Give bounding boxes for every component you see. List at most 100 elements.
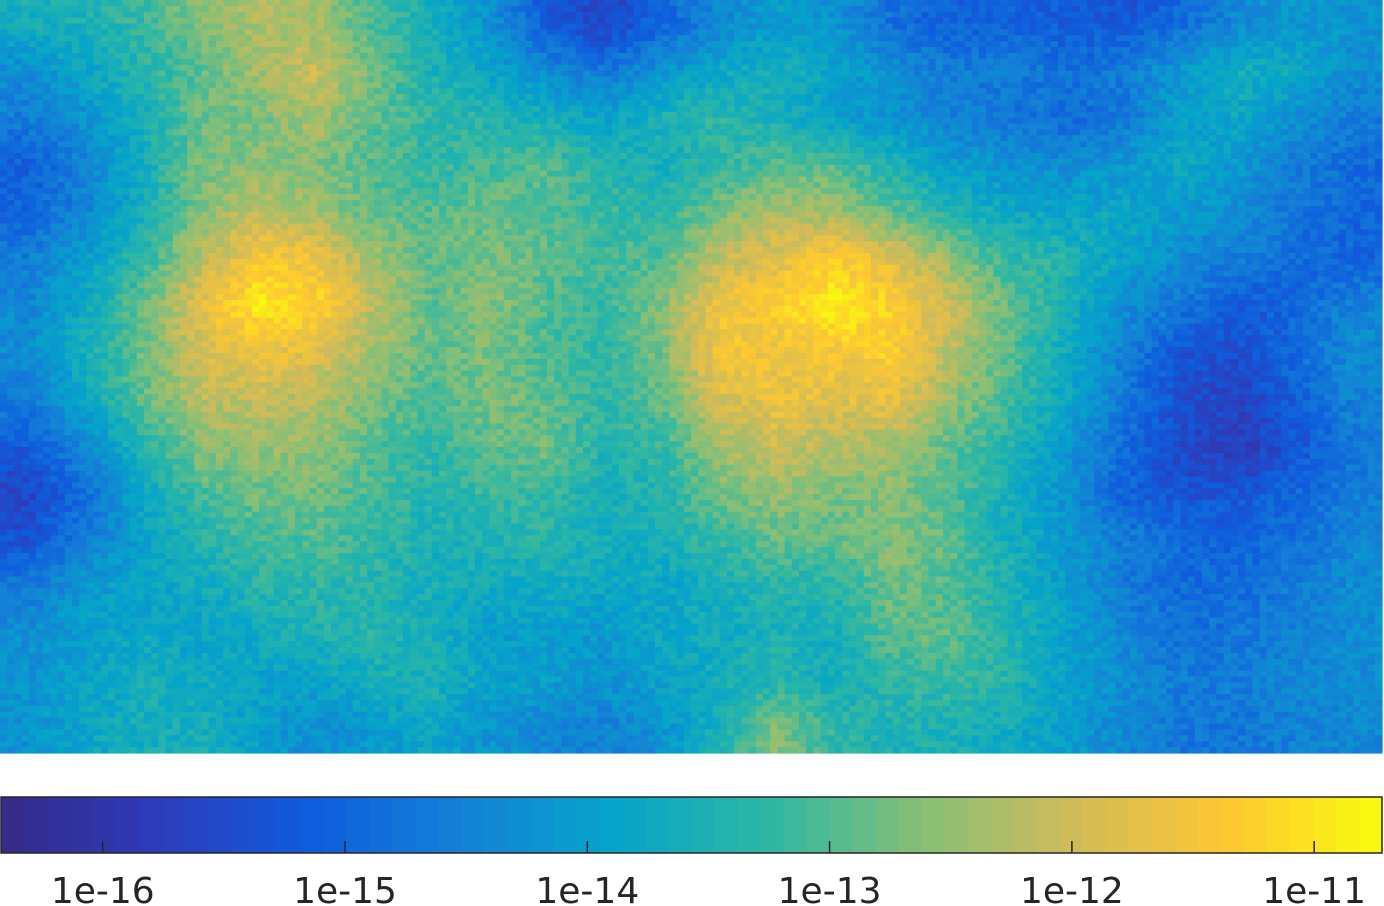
heatmap-cell [828,82,836,88]
heatmap-cell [677,12,685,18]
heatmap-cell [1123,41,1131,47]
heatmap-cell [367,112,375,118]
heatmap-cell [223,6,231,12]
heatmap-cell [828,94,836,100]
heatmap-cell [202,53,210,59]
heatmap-cell [1274,59,1282,65]
heatmap-cell [216,76,224,82]
heatmap-cell [360,135,368,141]
heatmap-cell [94,129,102,135]
heatmap-cell [1360,65,1368,71]
heatmap-cell [1202,65,1210,71]
heatmap-cell [590,53,598,59]
heatmap-cell [1108,106,1116,112]
heatmap-cell [1238,0,1246,6]
heatmap-cell [713,29,721,35]
heatmap-cell [108,71,116,77]
heatmap-cell [1375,29,1383,35]
heatmap-cell [662,24,670,30]
heatmap-cell [662,29,670,35]
heatmap-cell [158,124,166,130]
heatmap-cell [1108,141,1116,147]
heatmap-cell [720,0,728,6]
heatmap-cell [346,71,354,77]
heatmap-cell [101,82,109,88]
heatmap-cell [374,24,382,30]
heatmap-cell [576,35,584,41]
heatmap-cell [857,47,865,53]
heatmap-cell [504,35,512,41]
heatmap-cell [1087,53,1095,59]
heatmap-cell [1375,82,1383,88]
heatmap-cell [1029,6,1037,12]
heatmap-cell [641,0,649,6]
heatmap-cell [288,35,296,41]
heatmap-cell [799,12,807,18]
heatmap-cell [907,47,915,53]
heatmap-cell [381,35,389,41]
heatmap-cell [1065,59,1073,65]
heatmap-cell [353,29,361,35]
heatmap-cell [1123,6,1131,12]
heatmap-cell [367,88,375,94]
heatmap-cell [885,118,893,124]
heatmap-cell [605,65,613,71]
heatmap-cell [238,94,246,100]
heatmap-cell [381,41,389,47]
heatmap-cell [698,106,706,112]
heatmap-cell [338,118,346,124]
heatmap-cell [1310,94,1318,100]
heatmap-cell [777,76,785,82]
heatmap-cell [360,35,368,41]
heatmap-cell [777,71,785,77]
heatmap-cell [576,41,584,47]
heatmap-cell [1044,88,1052,94]
heatmap-cell [1065,6,1073,12]
heatmap-cell [900,71,908,77]
heatmap-cell [1224,18,1232,24]
heatmap-cell [597,135,605,141]
heatmap-cell [957,71,965,77]
heatmap-cell [705,35,713,41]
heatmap-cell [1346,147,1354,153]
heatmap-cell [14,29,22,35]
heatmap-cell [561,24,569,30]
heatmap-cell [1202,106,1210,112]
heatmap-cell [230,106,238,112]
heatmap-cell [669,47,677,53]
heatmap-cell [353,112,361,118]
heatmap-cell [756,76,764,82]
heatmap-cell [1202,47,1210,53]
heatmap-cell [1001,82,1009,88]
heatmap-cell [1317,41,1325,47]
heatmap-cell [756,24,764,30]
heatmap-cell [346,0,354,6]
heatmap-cell [1339,94,1347,100]
heatmap-cell [1202,53,1210,59]
heatmap-cell [590,82,598,88]
heatmap-cell [770,59,778,65]
heatmap-cell [1245,29,1253,35]
heatmap-cell [194,129,202,135]
heatmap-cell [1144,47,1152,53]
heatmap-cell [720,29,728,35]
heatmap-cell [166,76,174,82]
heatmap-cell [310,147,318,153]
heatmap-cell [245,100,253,106]
heatmap-cell [1173,6,1181,12]
heatmap-cell [828,112,836,118]
heatmap-cell [130,76,138,82]
heatmap-cell [1022,6,1030,12]
heatmap-cell [662,112,670,118]
heatmap-cell [1180,94,1188,100]
heatmap-cell [1310,65,1318,71]
heatmap-cell [749,0,757,6]
heatmap-cell [770,12,778,18]
heatmap-cell [835,112,843,118]
heatmap-cell [1029,124,1037,130]
heatmap-cell [252,124,260,130]
heatmap-cell [633,88,641,94]
heatmap-cell [849,24,857,30]
heatmap-cell [158,0,166,6]
heatmap-cell [446,53,454,59]
